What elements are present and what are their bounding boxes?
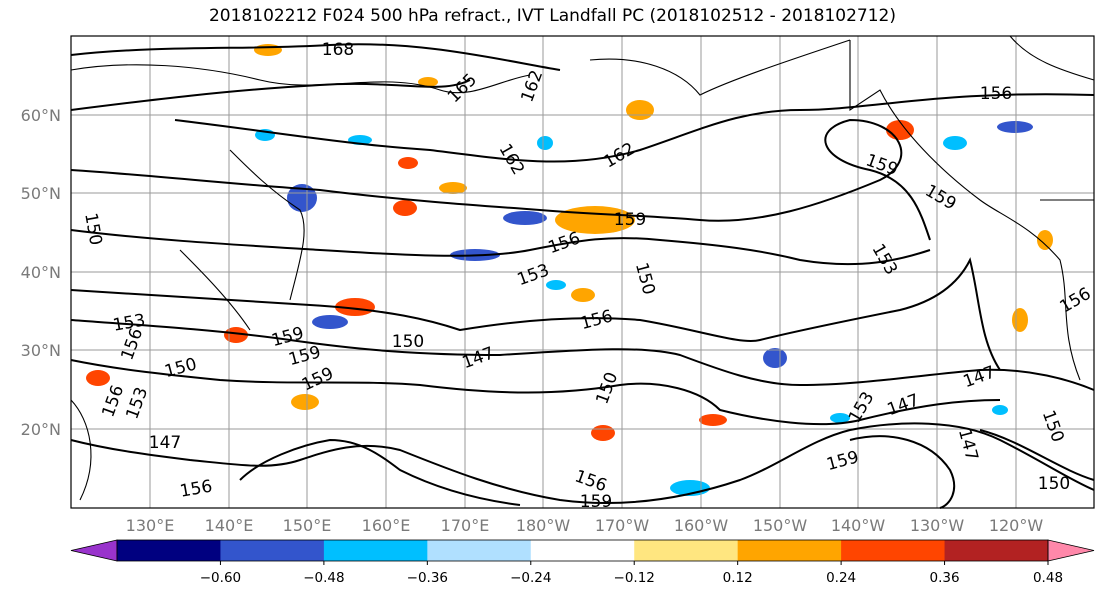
contour-label: 168 [322, 40, 354, 60]
colorbar-tick-label: 0.24 [826, 570, 856, 586]
colorbar-segment [427, 540, 532, 561]
colorbar-tick-label: −0.60 [200, 570, 241, 586]
lon-tick-label: 130°W [910, 516, 965, 535]
lon-tick-label: 170°W [595, 516, 650, 535]
colorbar-segment [634, 540, 739, 561]
colorbar-tick-label: −0.48 [303, 570, 344, 586]
colorbar-segment [220, 540, 325, 561]
contour-label: 150 [1038, 474, 1070, 494]
lon-tick-label: 130°E [126, 516, 175, 535]
lon-tick-label: 160°W [674, 516, 729, 535]
colorbar-segment [530, 540, 635, 561]
lon-tick-label: 160°E [362, 516, 411, 535]
contour-label: 147 [149, 433, 181, 453]
colorbar-tick-label: −0.24 [510, 570, 551, 586]
lon-tick-label: 140°E [205, 516, 254, 535]
colorbar-segment [323, 540, 428, 561]
lon-axis: 130°E 140°E 150°E 160°E 170°E 180°W 170°… [126, 516, 1044, 535]
lat-tick-label: 30°N [21, 341, 61, 360]
colorbar-tick-label: 0.48 [1033, 570, 1063, 586]
colorbar-ticks: −0.60 −0.48 −0.36 −0.24 −0.12 0.12 0.24 0.36 0.4… [200, 561, 1063, 586]
contour-label: 156 [980, 84, 1012, 104]
colorbar-extend-min [70, 539, 118, 562]
contour-label: 159 [614, 210, 646, 230]
lat-tick-label: 50°N [21, 184, 61, 203]
lat-tick-label: 40°N [21, 263, 61, 282]
lon-tick-label: 140°W [831, 516, 886, 535]
colorbar-segment [944, 540, 1049, 561]
lon-tick-label: 120°W [989, 516, 1044, 535]
plot-title: 2018102212 F024 500 hPa refract., IVT La… [208, 6, 896, 26]
colorbar-segment [117, 540, 221, 561]
lon-tick-label: 150°E [283, 516, 332, 535]
lat-tick-label: 60°N [21, 106, 61, 125]
lon-tick-label: 150°W [753, 516, 808, 535]
colorbar-segment [737, 540, 842, 561]
map-border [70, 35, 1095, 509]
colorbar-frame [116, 539, 1049, 562]
height-contours [70, 43, 1095, 509]
colorbar-tick-label: −0.12 [614, 570, 655, 586]
lon-tick-label: 170°E [441, 516, 490, 535]
lon-tick-label: 180°W [516, 516, 571, 535]
contour-label: 150 [392, 332, 424, 352]
colorbar-tick-label: 0.36 [930, 570, 960, 586]
colorbar: −0.60 −0.48 −0.36 −0.24 −0.12 0.12 0.24 0.36 0.4… [70, 539, 1095, 586]
graticule [71, 36, 1094, 508]
lat-tick-label: 20°N [21, 420, 61, 439]
contour-label: 159 [580, 492, 612, 512]
lat-axis: 60°N 50°N 40°N 30°N 20°N [21, 106, 61, 439]
colorbar-tick-label: 0.12 [723, 570, 753, 586]
colorbar-extend-max [1047, 539, 1095, 562]
colorbar-segment [841, 540, 946, 561]
colorbar-tick-label: −0.36 [407, 570, 448, 586]
colorbar-segments [70, 539, 1095, 562]
